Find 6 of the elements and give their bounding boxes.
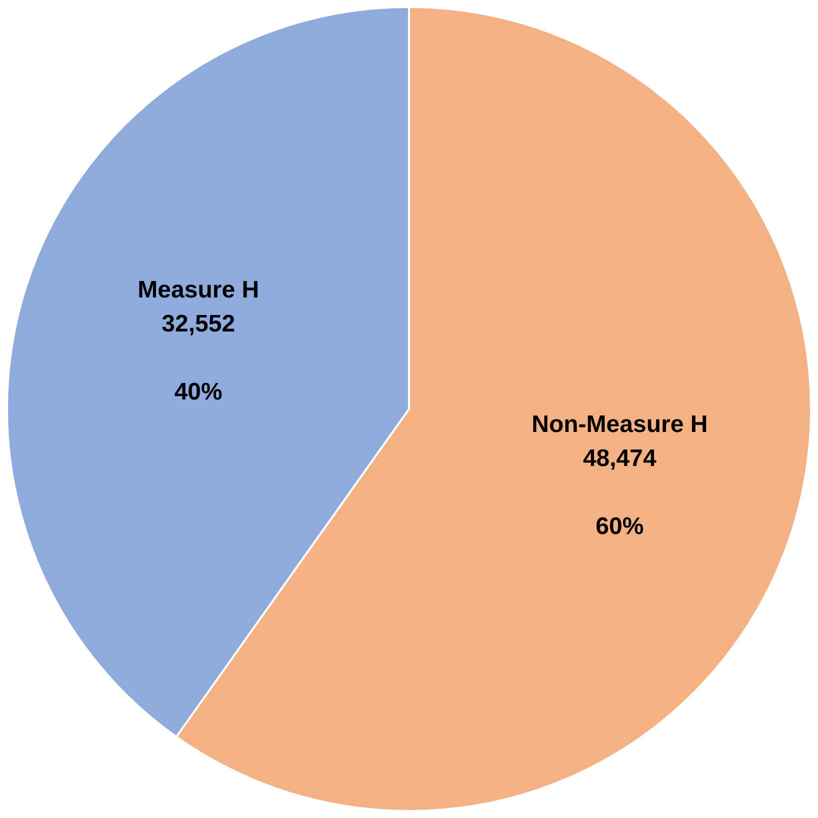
data-label: 48,474 [582,444,658,472]
text: 40% [174,378,222,406]
data-label: 32,552 [162,310,236,338]
text: 60% [596,512,644,540]
slice-label: Measure H [138,276,260,304]
slice-label: Non-Measure H [532,410,708,438]
